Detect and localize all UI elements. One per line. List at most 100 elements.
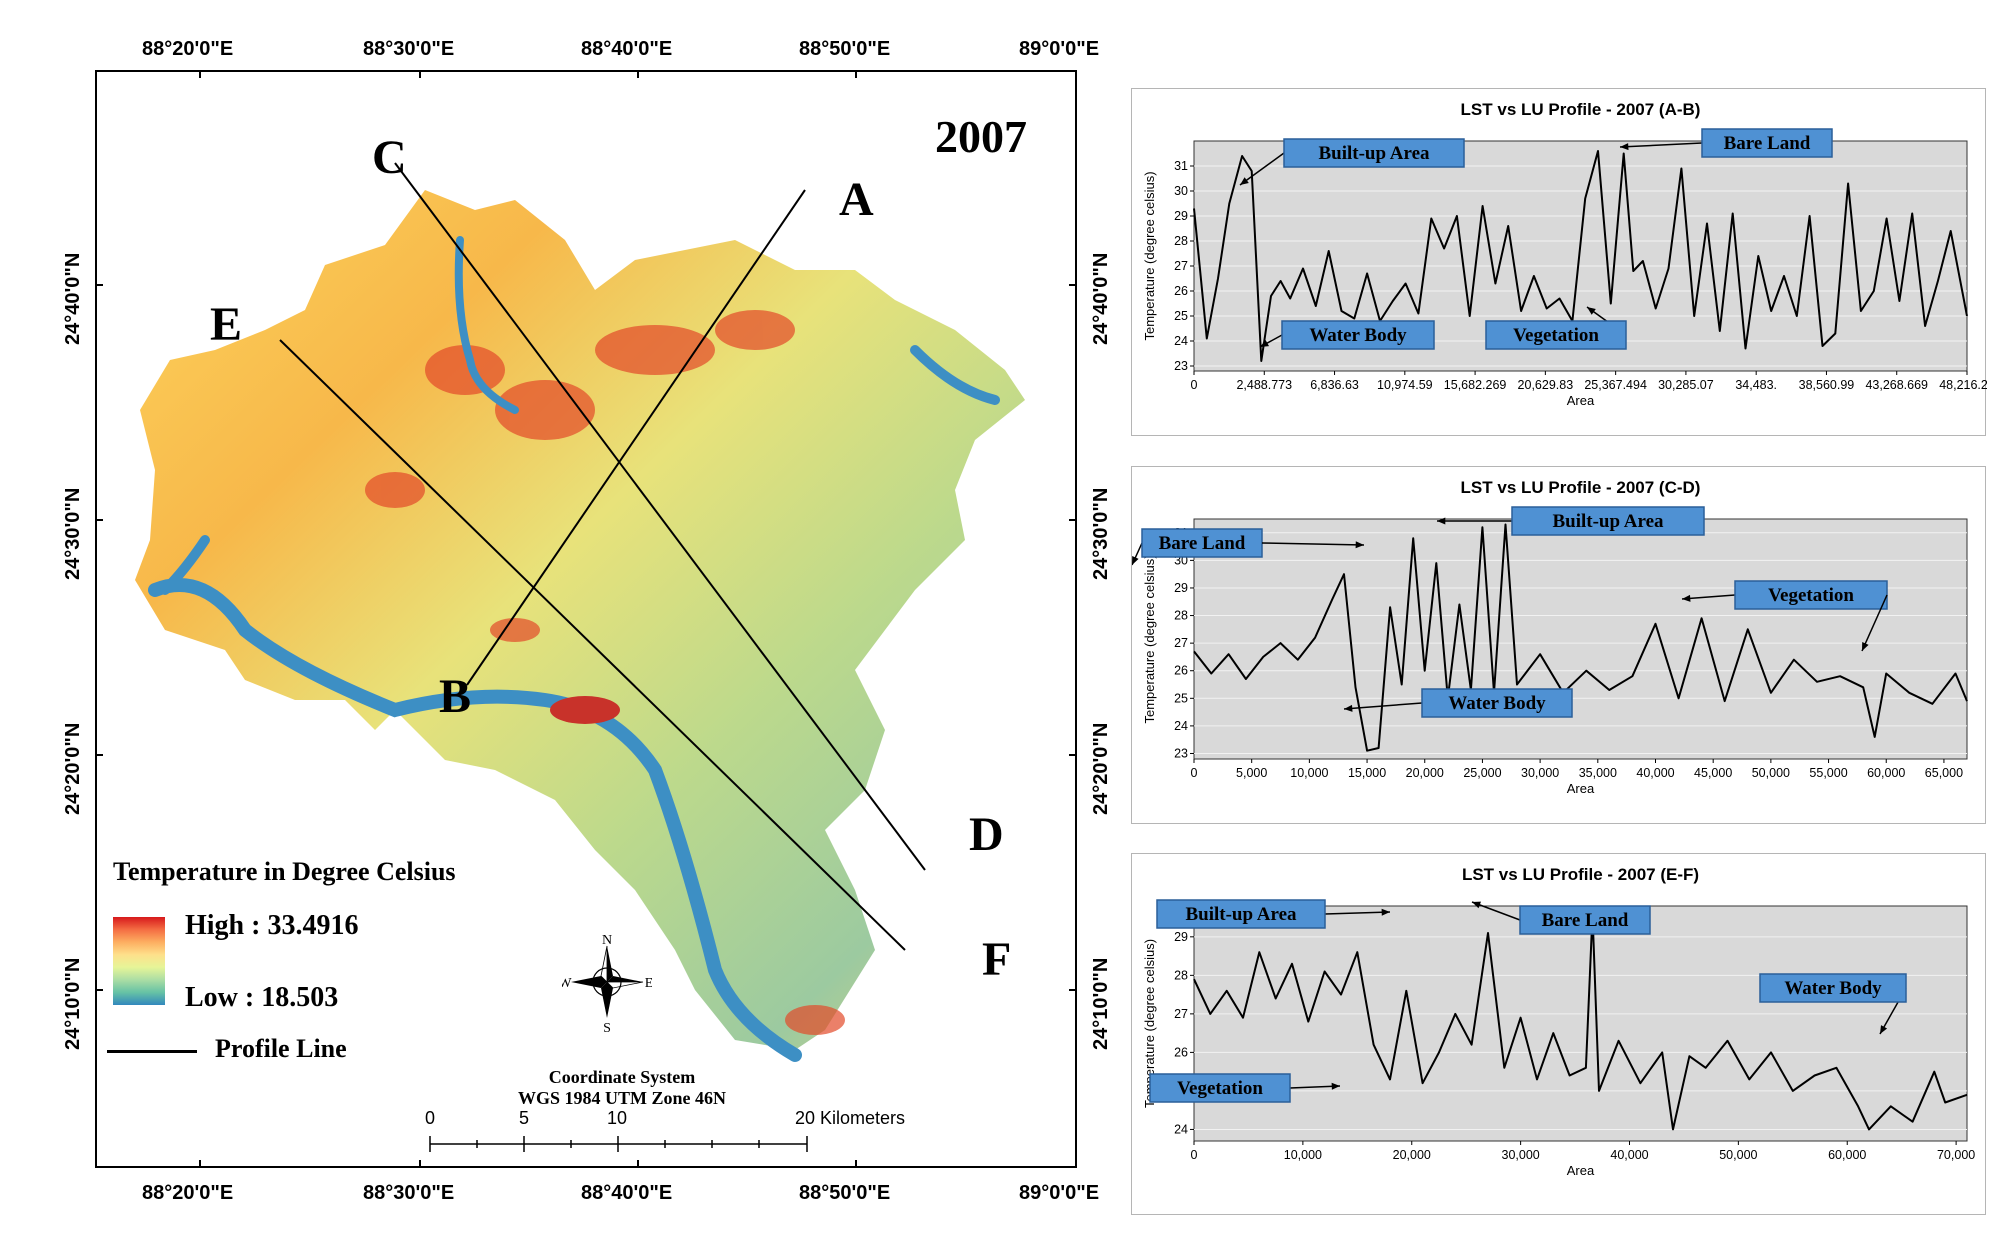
y-tick-label: 25: [1174, 691, 1188, 705]
right-lat-label: 24°10'0"N: [1090, 957, 1112, 1050]
callout-leader: [1289, 1085, 1341, 1089]
callout-label: Bare Land: [1159, 533, 1246, 554]
x-tick-label: 60,000: [1828, 1148, 1866, 1162]
callout-leader: [1343, 702, 1423, 710]
y-tick-label: 30: [1174, 184, 1188, 198]
scale-tick-10: 10: [607, 1108, 628, 1128]
callout-label: Built-up Area: [1552, 511, 1664, 532]
profile-letter-a: A: [839, 173, 874, 226]
y-tick-label: 28: [1174, 234, 1188, 248]
callout-leader: [1861, 594, 1888, 652]
x-tick-label: 40,000: [1610, 1148, 1648, 1162]
callout-arrow-icon: [1381, 908, 1390, 916]
profile-letter-f: F: [982, 933, 1012, 986]
chart-panel-cd: LST vs LU Profile - 2007 (C-D) 23 24 25 26 27…: [1131, 466, 1986, 824]
coordsys-name: WGS 1984 UTM Zone 46N: [517, 1088, 726, 1108]
x-tick-label: 10,974.59: [1377, 378, 1433, 392]
callout-leader: [1619, 142, 1703, 148]
callout-rect: [1149, 1073, 1291, 1103]
right-lat-label: 24°40'0"N: [1090, 252, 1112, 345]
profile-letter-d: D: [969, 808, 1004, 861]
y-axis-label: Temperature (degree celsius): [1142, 554, 1157, 723]
x-tick-label: 30,000: [1521, 766, 1559, 780]
y-tick-label: 23: [1174, 746, 1188, 760]
callout-box: Bare Land: [1141, 528, 1263, 558]
bottom-lon-label: 89°0'0"E: [1019, 1182, 1100, 1204]
callout-arrow-icon: [1587, 307, 1596, 315]
y-tick-label: 29: [1174, 209, 1188, 223]
legend-color-ramp: [113, 917, 165, 1005]
y-tick-label: 27: [1174, 1007, 1188, 1021]
callout-label: Built-up Area: [1185, 904, 1297, 925]
plot-area: [1193, 905, 1968, 1142]
x-tick-label: 5,000: [1236, 766, 1267, 780]
right-lat-label: 24°20'0"N: [1090, 722, 1112, 815]
legend-line-symbol: [107, 1050, 197, 1053]
callout-leader: [1681, 594, 1736, 600]
callout-rect: [1156, 899, 1326, 929]
x-tick-label: 50,000: [1752, 766, 1790, 780]
callout-arrow-icon: [1437, 517, 1446, 525]
callout-box: Water Body: [1281, 320, 1435, 350]
legend-high: High : 33.4916: [185, 910, 359, 941]
callout-rect: [1511, 506, 1705, 536]
legend-title: Temperature in Degree Celsius: [113, 857, 456, 886]
bottom-lon-label: 88°40'0"E: [581, 1182, 673, 1204]
profile-line-cd: [394, 162, 926, 871]
profile-letter-c: C: [372, 131, 407, 184]
x-tick-label: 15,000: [1348, 766, 1386, 780]
callout-label: Bare Land: [1724, 133, 1811, 154]
chart-panel-ab: LST vs LU Profile - 2007 (A-B) 23 24 25 26 27…: [1131, 88, 1995, 436]
x-tick-label: 6,836.63: [1310, 378, 1359, 392]
bottom-lon-label: 88°50'0"E: [799, 1182, 891, 1204]
callout-arrow-icon: [1331, 1082, 1340, 1090]
x-tick-label: 65,000: [1925, 766, 1963, 780]
x-tick-label: 0: [1191, 1148, 1198, 1162]
callout-box: Built-up Area: [1156, 899, 1326, 929]
chart-cd: LST vs LU Profile - 2007 (C-D) 23 24 25 26 27…: [1131, 478, 1968, 796]
profile-lines: [279, 162, 926, 951]
scale-tick-0: 0: [425, 1108, 436, 1128]
callout-box: Vegetation: [1485, 320, 1627, 350]
profile-letter-b: B: [439, 670, 472, 723]
y-axis-label: Temperature (degree celsius): [1142, 939, 1157, 1108]
north-label: N: [602, 933, 612, 948]
frame-ticks: [95, 70, 1077, 1168]
x-tick-label: 70,000: [1937, 1148, 1975, 1162]
coordsys-title: Coordinate System: [548, 1067, 696, 1087]
callout-rect: [1283, 138, 1465, 168]
x-tick-label: 0: [1191, 766, 1198, 780]
callout-box: Built-up Area: [1511, 506, 1705, 536]
chart-title: LST vs LU Profile - 2007 (C-D): [1461, 478, 1701, 497]
callout-box: Built-up Area: [1283, 138, 1465, 168]
y-tick-label: 24: [1174, 334, 1188, 348]
callout-rect: [1281, 320, 1435, 350]
callout-label: Vegetation: [1177, 1078, 1263, 1099]
west-label: W: [562, 976, 572, 991]
south-label: S: [603, 1021, 611, 1032]
x-tick-label: 45,000: [1694, 766, 1732, 780]
callout-box: Vegetation: [1149, 1073, 1291, 1103]
callout-arrow-icon: [1260, 340, 1269, 347]
profile-letter-e: E: [210, 298, 243, 351]
y-tick-label: 25: [1174, 309, 1188, 323]
y-tick-label: 23: [1174, 359, 1188, 373]
y-tick-label: 31: [1174, 159, 1188, 173]
profile-line-ab: [466, 189, 806, 686]
y-axis-label: Temperature (degree celsius): [1142, 171, 1157, 340]
legend-low: Low : 18.503: [185, 982, 339, 1013]
callout-label: Water Body: [1448, 693, 1546, 714]
callout-arrow-icon: [1355, 541, 1364, 549]
callout-arrow-icon: [1620, 143, 1629, 151]
y-tick-label: 28: [1174, 968, 1188, 982]
callout-label: Built-up Area: [1318, 143, 1430, 164]
legend-profile-line: Profile Line: [215, 1034, 347, 1063]
x-tick-label: 38,560.99: [1799, 378, 1855, 392]
callout-box: Vegetation: [1734, 580, 1888, 610]
x-tick-label: 15,682.269: [1444, 378, 1507, 392]
scale-tick-5: 5: [519, 1108, 530, 1128]
callout-rect: [1734, 580, 1888, 610]
lst-raster: [135, 162, 1025, 1062]
series-line: [1193, 523, 1968, 752]
y-tick-label: 26: [1174, 664, 1188, 678]
